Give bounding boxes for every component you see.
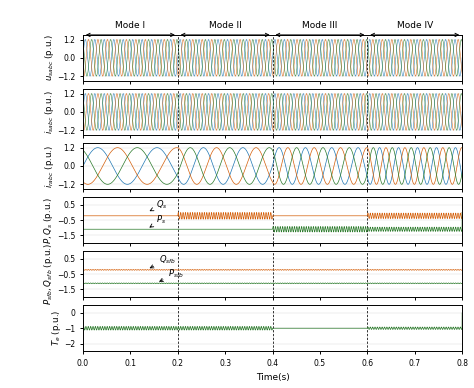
Text: Mode II: Mode II [209, 21, 242, 30]
Text: $Q_s$: $Q_s$ [150, 198, 168, 211]
X-axis label: Time(s): Time(s) [255, 373, 290, 382]
Y-axis label: $i_{rabc}$ (p.u.): $i_{rabc}$ (p.u.) [43, 144, 55, 187]
Text: Mode III: Mode III [302, 21, 337, 30]
Y-axis label: $i_{sabc}$ (p.u.): $i_{sabc}$ (p.u.) [43, 90, 55, 134]
Text: $Q_{sfb}$: $Q_{sfb}$ [150, 253, 176, 268]
Y-axis label: $u_{sabc}$ (p.u.): $u_{sabc}$ (p.u.) [43, 35, 55, 81]
Text: Mode I: Mode I [115, 21, 146, 30]
Text: Mode IV: Mode IV [397, 21, 433, 30]
Y-axis label: $P_{sfb}, Q_{sfb}$ (p.u.): $P_{sfb}, Q_{sfb}$ (p.u.) [42, 243, 55, 305]
Text: $P_{sfb}$: $P_{sfb}$ [160, 267, 184, 281]
Text: $P_s$: $P_s$ [150, 213, 166, 227]
Y-axis label: $T_e$ (p.u.): $T_e$ (p.u.) [50, 310, 63, 346]
Y-axis label: $P, Q_s$ (p.u.): $P, Q_s$ (p.u.) [42, 197, 55, 244]
